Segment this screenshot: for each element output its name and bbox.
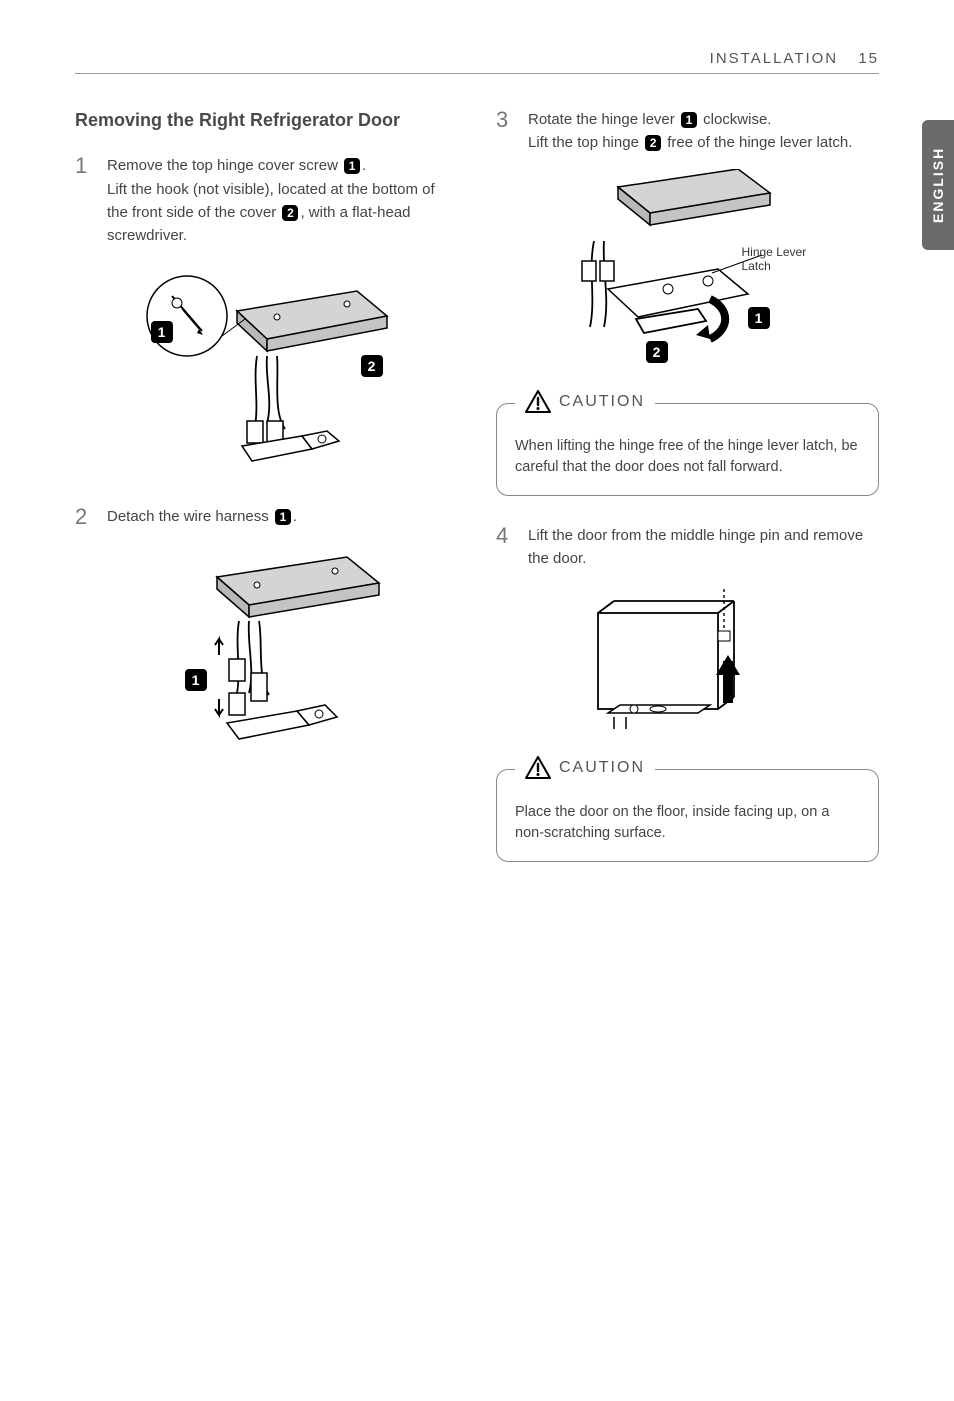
step-body: Detach the wire harness 1. [107, 505, 458, 529]
step-number: 1 [75, 154, 93, 247]
caution-text: CAUTION [559, 390, 645, 414]
right-column: 3 Rotate the hinge lever 1 clockwise. Li… [496, 108, 879, 890]
language-tab: ENGLISH [922, 120, 954, 250]
warning-icon [525, 390, 551, 414]
section-title: Removing the Right Refrigerator Door [75, 108, 458, 132]
page-header: INSTALLATION 15 [75, 50, 879, 74]
step-body: Rotate the hinge lever 1 clockwise. Lift… [528, 108, 879, 155]
text: Lift the door from the middle hinge pin … [528, 527, 863, 567]
step-number: 2 [75, 505, 93, 529]
caution-label: CAUTION [515, 756, 655, 780]
two-columns: Removing the Right Refrigerator Door 1 R… [75, 108, 879, 890]
figure-step-3: Hinge Lever Latch 1 2 [496, 169, 879, 379]
badge-2: 2 [645, 135, 661, 151]
caution-body: When lifting the hinge free of the hinge… [515, 436, 860, 480]
figure-step-1: 1 2 [75, 261, 458, 481]
warning-icon [525, 756, 551, 780]
text: Detach the wire harness [107, 508, 273, 525]
step-1: 1 Remove the top hinge cover screw 1. Li… [75, 154, 458, 247]
caution-label: CAUTION [515, 390, 655, 414]
step-number: 3 [496, 108, 514, 155]
badge-2: 2 [361, 355, 383, 377]
caution-text: CAUTION [559, 756, 645, 780]
figure-step-4 [496, 585, 879, 745]
hinge-lever-illustration [538, 169, 838, 379]
section-name: INSTALLATION [710, 50, 838, 67]
badge-1: 1 [151, 321, 173, 343]
badge-1: 1 [344, 158, 360, 174]
badge-2: 2 [646, 341, 668, 363]
step-2: 2 Detach the wire harness 1. [75, 505, 458, 529]
callout-hinge-lever-latch: Hinge Lever Latch [742, 245, 838, 273]
badge-1: 1 [275, 509, 291, 525]
badge-2: 2 [282, 205, 298, 221]
step-body: Lift the door from the middle hinge pin … [528, 524, 879, 571]
badge-1: 1 [185, 669, 207, 691]
step-4: 4 Lift the door from the middle hinge pi… [496, 524, 879, 571]
left-column: Removing the Right Refrigerator Door 1 R… [75, 108, 458, 890]
step-number: 4 [496, 524, 514, 571]
step-3: 3 Rotate the hinge lever 1 clockwise. Li… [496, 108, 879, 155]
text: . [362, 157, 366, 174]
figure-step-2: 1 [75, 543, 458, 763]
page-content: INSTALLATION 15 Removing the Right Refri… [0, 0, 954, 930]
badge-1: 1 [748, 307, 770, 329]
text: Remove the top hinge cover screw [107, 157, 342, 174]
text: Rotate the hinge lever [528, 111, 679, 128]
text: free of the hinge lever latch. [663, 134, 852, 151]
wire-harness-illustration [147, 543, 387, 763]
text: . [293, 508, 297, 525]
caution-box-2: CAUTION Place the door on the floor, ins… [496, 769, 879, 863]
door-lift-illustration [578, 585, 798, 745]
badge-1: 1 [681, 112, 697, 128]
step-body: Remove the top hinge cover screw 1. Lift… [107, 154, 458, 247]
text: Lift the top hinge [528, 134, 643, 151]
text: clockwise. [699, 111, 772, 128]
caution-box-1: CAUTION When lifting the hinge free of t… [496, 403, 879, 497]
caution-body: Place the door on the floor, inside faci… [515, 802, 860, 846]
page-number: 15 [858, 50, 879, 67]
